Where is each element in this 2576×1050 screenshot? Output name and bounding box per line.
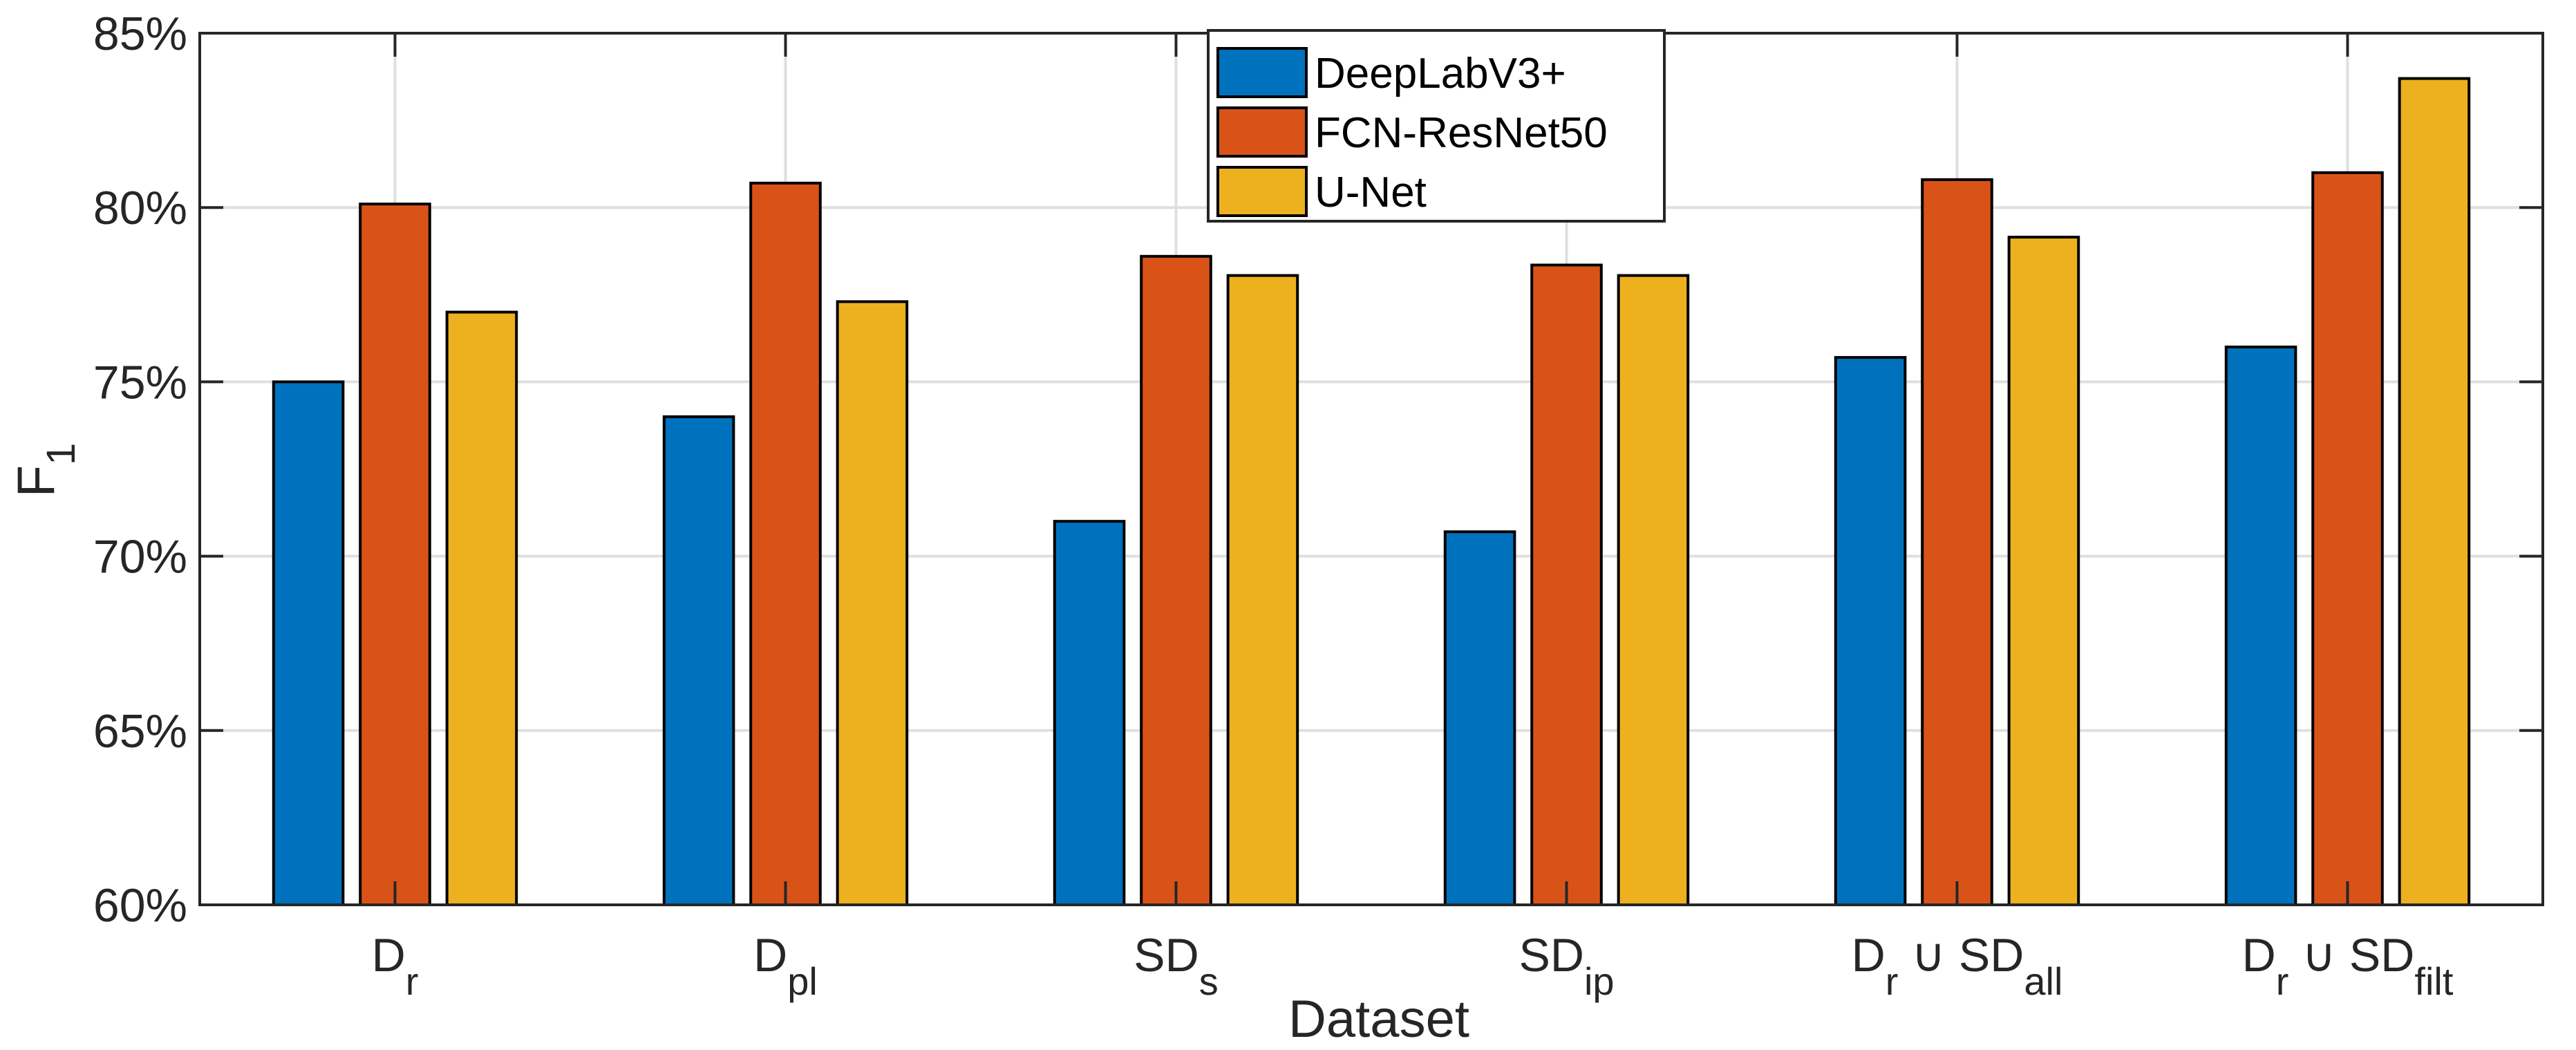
y-tick-label: 80% [93, 182, 187, 234]
x-tick-label-sub2: all [2024, 959, 2062, 1003]
bar-u-net [2007, 236, 2080, 907]
bar-deeplabv3- [2224, 345, 2297, 906]
bar-deeplabv3- [662, 415, 735, 906]
bar-fcn-resnet50 [359, 203, 431, 906]
x-tick-label: Dr ∪ SDfilt [2242, 929, 2454, 1003]
legend-swatch [1216, 166, 1308, 217]
x-tick-label-sub: pl [787, 959, 818, 1003]
bar-fcn-resnet50 [2311, 171, 2384, 906]
y-axis-label: F1 [7, 443, 84, 498]
bar-deeplabv3- [1443, 530, 1516, 906]
y-tick-label: 60% [93, 879, 187, 932]
x-tick-label: Dr [372, 929, 419, 1003]
x-tick-label-base: D [753, 929, 787, 982]
bar-u-net [445, 310, 518, 906]
x-tick-labels: Dr Dpl SDs SDip Dr ∪ SDall Dr ∪ SDfilt [372, 929, 2454, 1003]
x-tick-label-sub: r [1886, 959, 1899, 1003]
x-tick-label-mid: ∪ SD [1898, 929, 2024, 982]
bar-deeplabv3- [272, 380, 345, 906]
legend-label: FCN-ResNet50 [1315, 109, 1608, 157]
bar-u-net [1617, 274, 1690, 907]
bars [272, 77, 2471, 907]
x-tick-label-sub: r [2276, 959, 2289, 1003]
legend-label: DeepLabV3+ [1315, 50, 1566, 97]
legend-swatch [1216, 106, 1308, 158]
x-tick-label: SDs [1134, 929, 1218, 1003]
bar-deeplabv3- [1053, 520, 1126, 906]
y-tick-label: 85% [93, 8, 187, 60]
y-tick-label: 65% [93, 705, 187, 758]
bar-fcn-resnet50 [1921, 178, 1993, 906]
x-axis-label: Dataset [1288, 990, 1469, 1049]
x-tick-label: Dpl [753, 929, 818, 1003]
x-tick-label-sub: r [406, 959, 419, 1003]
x-tick-label-base: SD [1519, 929, 1583, 982]
bar-u-net [836, 300, 909, 906]
x-tick-label-base: SD [1134, 929, 1198, 982]
bar-u-net [1226, 274, 1299, 907]
x-tick-label: SDip [1519, 929, 1614, 1003]
x-tick-label-sub: s [1199, 959, 1219, 1003]
y-tick-label: 75% [93, 356, 187, 409]
y-tick-labels: 60% 65% 70% 75% 80% 85% [93, 8, 187, 932]
legend: DeepLabV3+ FCN-ResNet50 U-Net [1207, 29, 1666, 223]
bar-deeplabv3- [1834, 356, 1907, 906]
legend-swatch [1216, 47, 1308, 98]
bar-fcn-resnet50 [1140, 254, 1212, 907]
x-tick-label: Dr ∪ SDall [1852, 929, 2063, 1003]
legend-label: U-Net [1315, 169, 1427, 216]
bar-fcn-resnet50 [1530, 263, 1603, 906]
x-tick-label-mid: ∪ SD [2288, 929, 2414, 982]
x-tick-label-base: D [1852, 929, 1886, 982]
x-tick-label-sub: ip [1584, 959, 1615, 1003]
bar-u-net [2398, 77, 2471, 906]
y-tick-label: 70% [93, 531, 187, 583]
x-tick-label-base: D [372, 929, 406, 982]
x-tick-label-base: D [2242, 929, 2276, 982]
bar-fcn-resnet50 [749, 181, 822, 907]
x-tick-label-sub2: filt [2414, 959, 2453, 1003]
